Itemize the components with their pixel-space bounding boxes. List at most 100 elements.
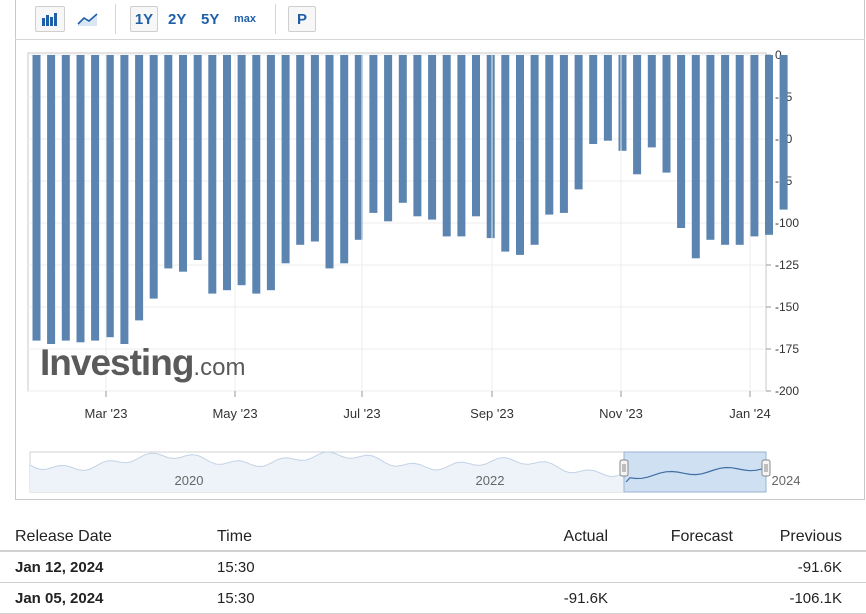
bar [384, 55, 393, 222]
row-previous: -106.1K [789, 590, 842, 607]
range-5y-button[interactable]: 5Y [201, 10, 220, 28]
table-row: Jan 12, 2024 15:30 -91.6K [0, 552, 866, 583]
bar [706, 55, 715, 240]
bar [559, 55, 568, 213]
bar [369, 55, 378, 213]
table-header: Release Date Time Actual Forecast Previo… [0, 520, 866, 552]
bar [252, 55, 261, 294]
bar-chart-icon[interactable] [35, 6, 65, 32]
x-tick-label: Jul '23 [343, 406, 380, 421]
x-tick-label: Mar '23 [85, 406, 128, 421]
bar [266, 55, 275, 291]
history-table: Release Date Time Actual Forecast Previo… [0, 520, 866, 614]
y-tick-label: 0 [775, 48, 782, 62]
chart-toolbar: 1Y 2Y 5Y max P [15, 0, 865, 40]
bar [354, 55, 363, 240]
row-date: Jan 12, 2024 [15, 559, 104, 576]
bar [779, 55, 788, 210]
bar [428, 55, 437, 220]
watermark-brand: Investing [40, 342, 194, 383]
row-time: 15:30 [217, 559, 255, 576]
bar [32, 55, 41, 341]
bar [633, 55, 642, 175]
bar [340, 55, 349, 264]
navigator-year-label: 2022 [476, 473, 505, 488]
watermark-suffix: .com [193, 354, 246, 381]
header-forecast[interactable]: Forecast [670, 528, 733, 545]
x-tick-label: Jan '24 [729, 406, 771, 421]
range-max-button[interactable]: max [234, 13, 257, 25]
y-tick-label: -175 [775, 342, 799, 356]
navigator-history-line [29, 451, 625, 478]
bar [91, 55, 100, 341]
toolbar-divider [115, 4, 116, 34]
bar [735, 55, 744, 245]
bar [662, 55, 671, 173]
bar [193, 55, 202, 260]
row-time: 15:30 [217, 590, 255, 607]
bar [721, 55, 730, 245]
row-previous: -91.6K [797, 559, 842, 576]
y-tick-label: -150 [775, 300, 799, 314]
header-time[interactable]: Time [217, 528, 252, 545]
bar [208, 55, 217, 294]
row-actual: -91.6K [563, 590, 608, 607]
table-row: Jan 05, 2024 15:30 -91.6K -106.1K [0, 583, 866, 614]
area-chart-glyph [77, 13, 98, 26]
x-tick-label: Nov '23 [599, 406, 643, 421]
bar [296, 55, 305, 245]
y-tick-label: -100 [775, 216, 799, 230]
bar [61, 55, 70, 341]
bar [486, 55, 495, 239]
bar [179, 55, 187, 272]
navigator-selected-line [625, 466, 763, 483]
bar [120, 55, 129, 344]
x-tick-label: May '23 [212, 406, 257, 421]
bar [603, 55, 612, 141]
bar [310, 55, 319, 242]
bar [472, 55, 480, 217]
bar [164, 55, 173, 269]
bar [105, 55, 114, 338]
investing-watermark: Investing.com [40, 342, 245, 384]
bar-chart-glyph [42, 13, 57, 26]
bar [647, 55, 656, 148]
header-actual[interactable]: Actual [563, 528, 608, 545]
bar [530, 55, 539, 245]
bar [574, 55, 583, 190]
row-date: Jan 05, 2024 [15, 590, 104, 607]
bar [325, 55, 334, 269]
bar [442, 55, 451, 237]
y-tick-label: -200 [775, 384, 799, 398]
p-button[interactable]: P [288, 6, 316, 32]
bar [135, 55, 144, 321]
bar [237, 55, 246, 286]
navigator[interactable]: 2020 2022 2024 [0, 440, 866, 500]
range-2y-button[interactable]: 2Y [168, 10, 187, 28]
range-1y-button[interactable]: 1Y [130, 6, 158, 32]
toolbar-divider [275, 4, 276, 34]
bar [47, 55, 56, 344]
navigator-handle[interactable] [619, 459, 629, 477]
bar [589, 55, 598, 144]
bar [457, 55, 466, 237]
bar [413, 55, 422, 217]
bar [750, 55, 759, 237]
navigator-selection[interactable] [623, 451, 767, 493]
bar [223, 55, 231, 291]
x-tick-label: Sep '23 [470, 406, 514, 421]
navigator-handle[interactable] [761, 459, 771, 477]
bar [516, 55, 524, 255]
header-previous[interactable]: Previous [779, 528, 842, 545]
header-release-date[interactable]: Release Date [15, 528, 112, 545]
chart-frame [15, 0, 865, 500]
area-chart-icon[interactable] [77, 6, 101, 32]
bar [281, 55, 290, 264]
bar [398, 55, 407, 203]
bar [677, 55, 686, 228]
bar [501, 55, 510, 252]
bar [618, 55, 627, 151]
navigator-history-area [30, 452, 624, 492]
bar [765, 55, 773, 235]
